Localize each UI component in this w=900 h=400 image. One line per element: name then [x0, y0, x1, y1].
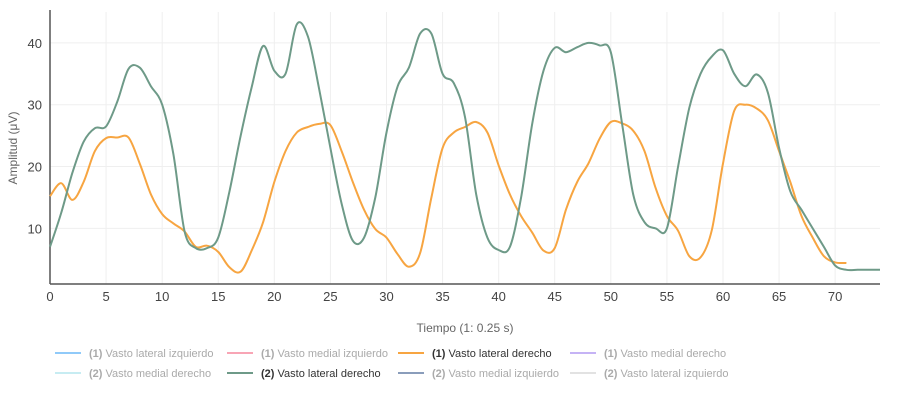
x-tick-label: 0: [46, 289, 53, 304]
x-tick-label: 5: [102, 289, 109, 304]
legend-item[interactable]: (1) Vasto lateral derecho: [398, 348, 552, 360]
y-tick-label: 40: [28, 36, 42, 51]
series-lines: [49, 21, 880, 274]
x-tick-label: 50: [604, 289, 618, 304]
x-tick-label: 70: [828, 289, 842, 304]
x-tick-label: 10: [155, 289, 169, 304]
y-axis-title: Amplitud (μV): [6, 112, 20, 185]
x-tick-label: 35: [435, 289, 449, 304]
legend-prefix: (1): [604, 348, 618, 360]
grid-lines: [49, 12, 880, 284]
legend-prefix: (2): [261, 368, 275, 380]
legend-prefix: (2): [432, 368, 446, 380]
legend-name: Vasto medial izquierdo: [274, 348, 388, 360]
legend-item[interactable]: (1) Vasto medial derecho: [570, 348, 726, 360]
legend-prefix: (1): [432, 348, 446, 360]
y-tick-label: 20: [28, 160, 42, 175]
legend: (1) Vasto lateral izquierdo (1) Vasto med…: [55, 348, 729, 380]
legend-item[interactable]: (2) Vasto medial izquierdo: [398, 368, 559, 380]
x-tick-label: 65: [772, 289, 786, 304]
legend-label: (2) Vasto medial izquierdo: [432, 368, 559, 380]
legend-label: (2) Vasto medial derecho: [89, 368, 211, 380]
x-tick-label: 45: [547, 289, 561, 304]
legend-name: Vasto lateral derecho: [445, 348, 551, 360]
legend-name: Vasto medial derecho: [102, 368, 211, 380]
y-tick-label: 10: [28, 221, 42, 236]
legend-prefix: (1): [261, 348, 275, 360]
legend-item[interactable]: (2) Vasto medial derecho: [55, 368, 211, 380]
legend-label: (1) Vasto medial derecho: [604, 348, 726, 360]
x-axis-title: Tiempo (1: 0.25 s): [417, 321, 514, 335]
legend-prefix: (1): [89, 348, 103, 360]
y-tick-label: 30: [28, 98, 42, 113]
legend-name: Vasto medial derecho: [617, 348, 726, 360]
legend-item[interactable]: (2) Vasto lateral derecho: [227, 368, 381, 380]
axes: 0 5 10 15 20 25 30 35 40 45 50 55 60 65 70 10 20 30 40: [28, 10, 880, 304]
x-tick-label: 30: [379, 289, 393, 304]
legend-label: (1) Vasto lateral izquierdo: [89, 348, 214, 360]
x-tick-label: 20: [267, 289, 281, 304]
legend-name: Vasto lateral derecho: [274, 368, 380, 380]
legend-name: Vasto medial izquierdo: [445, 368, 559, 380]
series-line-2: [49, 21, 880, 272]
legend-label: (1) Vasto medial izquierdo: [261, 348, 388, 360]
legend-label: (2) Vasto lateral derecho: [261, 368, 381, 380]
x-tick-label: 60: [716, 289, 730, 304]
x-tick-label: 15: [211, 289, 225, 304]
legend-item[interactable]: (2) Vasto lateral izquierdo: [570, 368, 729, 380]
legend-name: Vasto lateral izquierdo: [617, 368, 728, 380]
x-tick-label: 40: [491, 289, 505, 304]
legend-name: Vasto lateral izquierdo: [102, 348, 213, 360]
legend-prefix: (2): [89, 368, 103, 380]
legend-item[interactable]: (1) Vasto lateral izquierdo: [55, 348, 214, 360]
x-tick-label: 25: [323, 289, 337, 304]
legend-item[interactable]: (1) Vasto medial izquierdo: [227, 348, 388, 360]
legend-label: (1) Vasto lateral derecho: [432, 348, 552, 360]
legend-label: (2) Vasto lateral izquierdo: [604, 368, 729, 380]
x-tick-label: 55: [660, 289, 674, 304]
legend-prefix: (2): [604, 368, 618, 380]
